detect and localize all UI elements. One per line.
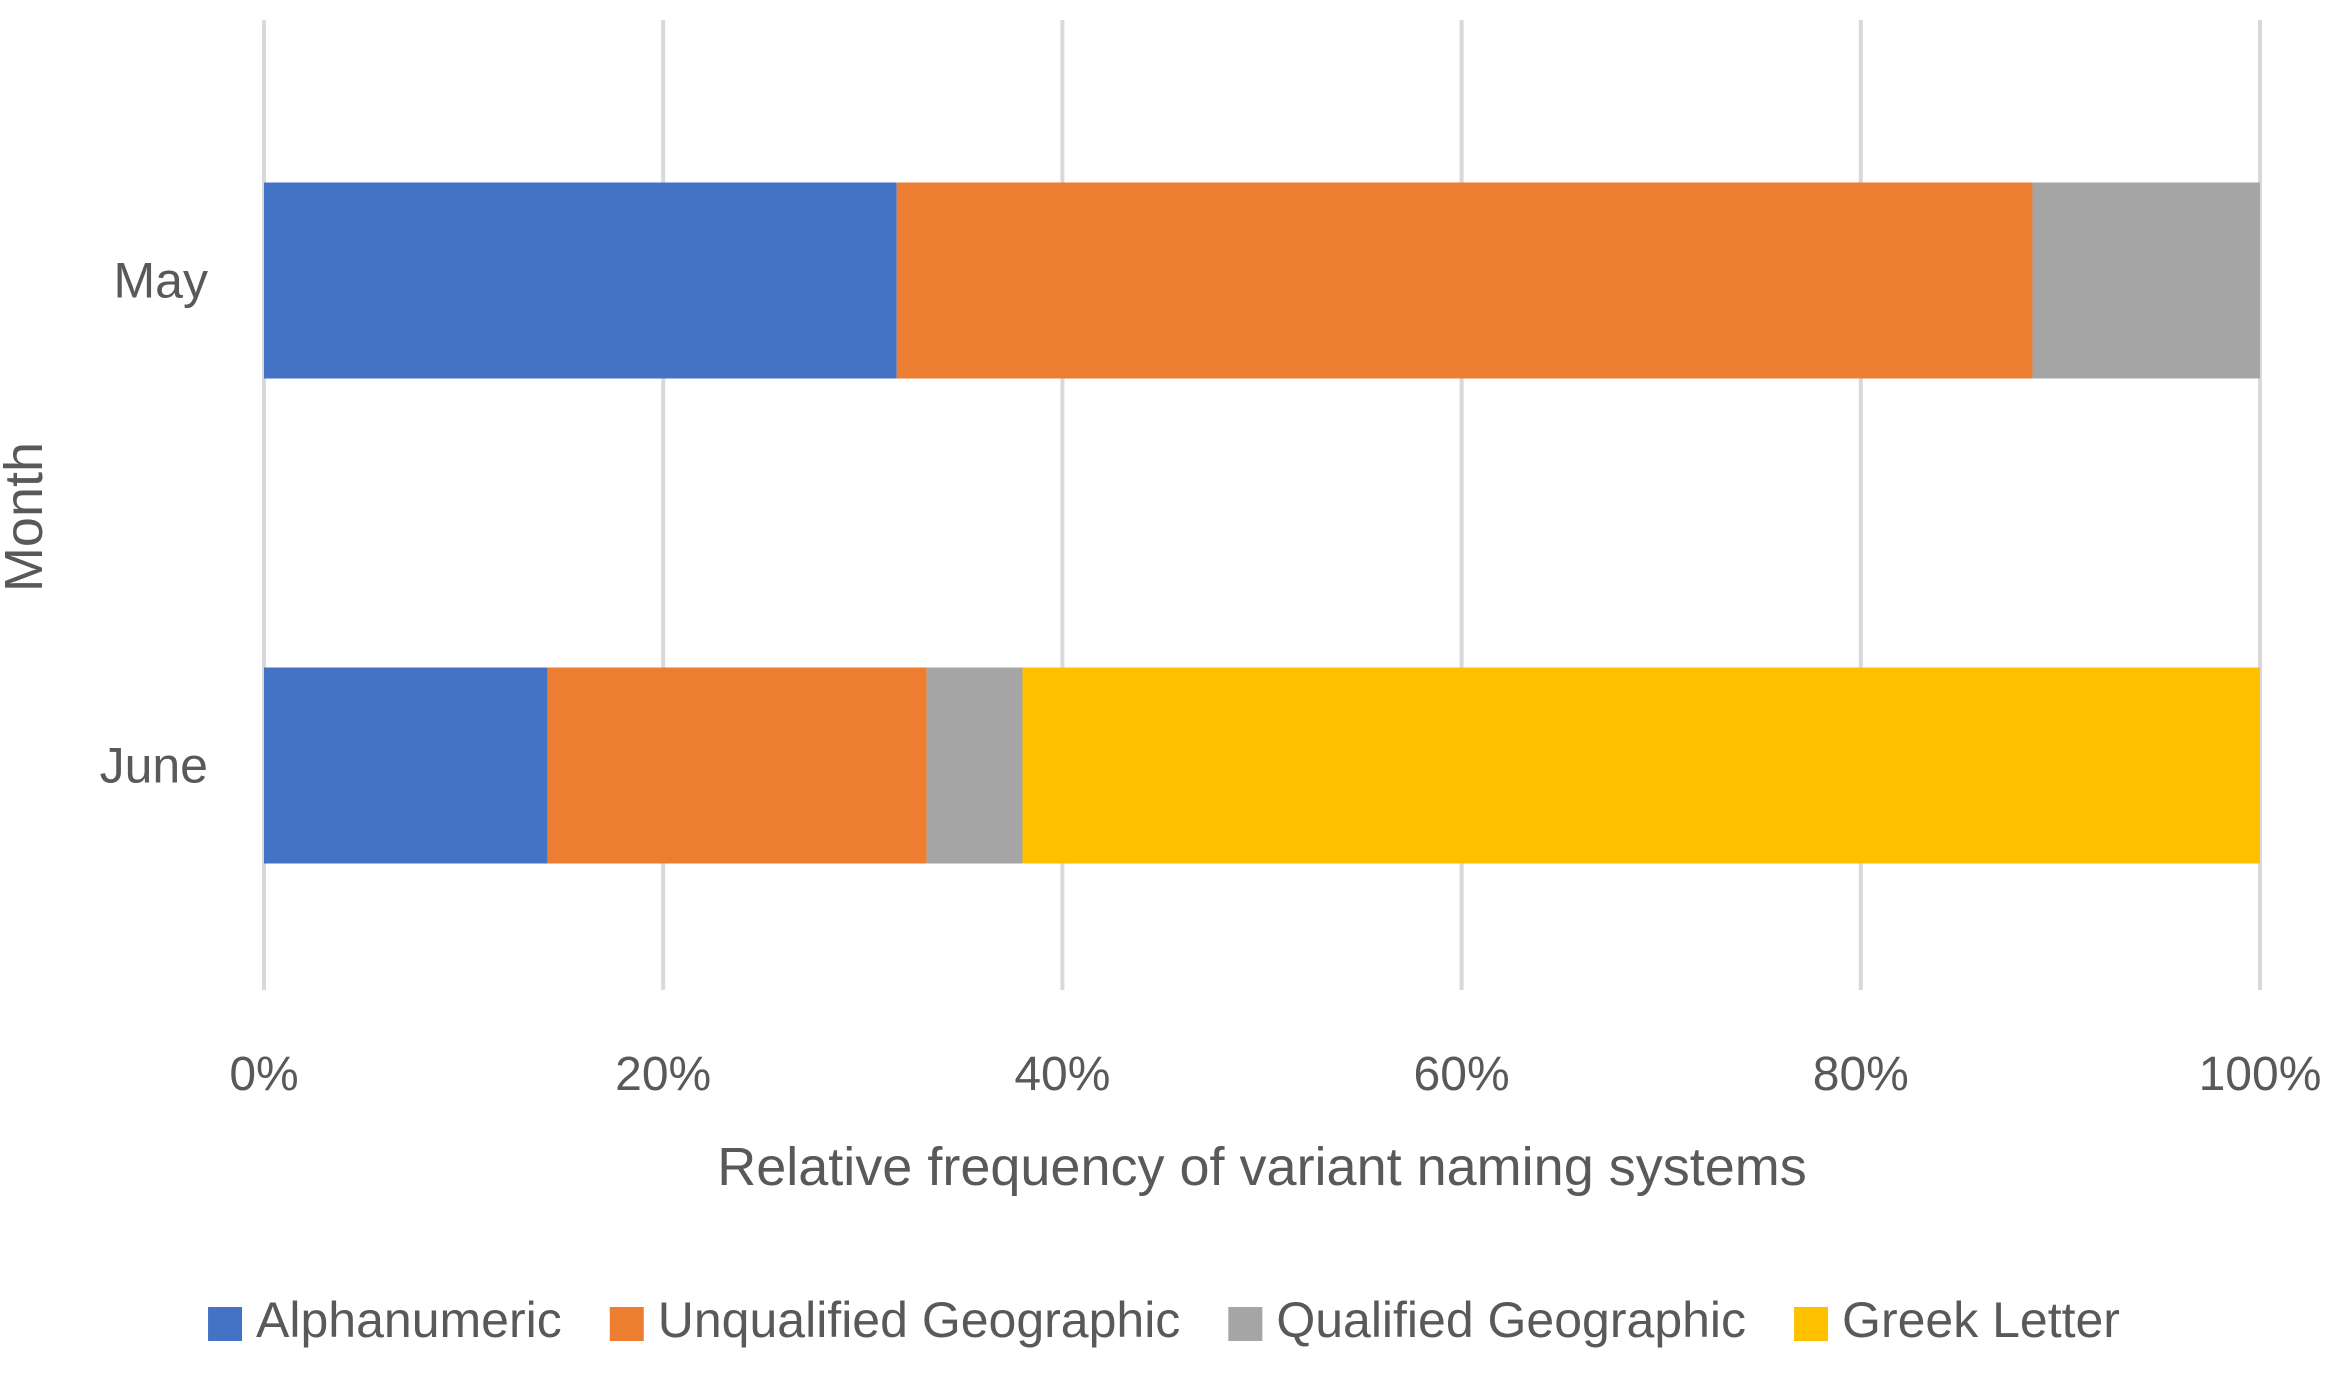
legend-item-alphanumeric: Alphanumeric [208, 1292, 562, 1348]
category-labels: May June [100, 253, 208, 794]
legend-item-qualified-geographic: Qualified Geographic [1228, 1292, 1746, 1348]
bar-may-unqualified-geographic [896, 182, 2033, 379]
x-tick-labels: 0% 20% 40% 60% 80% 100% [229, 1048, 2321, 1101]
legend-label: Qualified Geographic [1276, 1292, 1746, 1348]
legend-swatch [1794, 1307, 1829, 1341]
category-label-june: June [100, 738, 208, 794]
bar-june-greek-letter [1022, 667, 2260, 864]
legend-swatch [609, 1307, 644, 1341]
bar-june-unqualified-geographic [547, 667, 927, 864]
bar-june-qualified-geographic [926, 667, 1023, 864]
x-axis-title: Relative frequency of variant naming sys… [717, 1137, 1807, 1197]
bar-june-alphanumeric [264, 667, 548, 864]
legend: Alphanumeric Unqualified Geographic Qualif… [208, 1292, 2120, 1348]
x-tick-label: 100% [2199, 1048, 2322, 1101]
bars [264, 182, 2260, 864]
x-tick-label: 60% [1414, 1048, 1510, 1101]
y-axis-title: Month [0, 442, 54, 592]
bar-may-qualified-geographic [2032, 182, 2260, 379]
x-tick-label: 40% [1014, 1048, 1110, 1101]
legend-swatch [1228, 1307, 1263, 1341]
legend-label: Alphanumeric [256, 1292, 562, 1348]
legend-item-greek-letter: Greek Letter [1794, 1292, 2120, 1348]
x-tick-label: 0% [229, 1048, 298, 1101]
x-tick-label: 80% [1813, 1048, 1909, 1101]
legend-swatch [208, 1307, 243, 1341]
legend-label: Greek Letter [1842, 1292, 2120, 1348]
x-tick-label: 20% [615, 1048, 711, 1101]
bar-may-alphanumeric [264, 182, 897, 379]
category-label-may: May [114, 253, 208, 309]
legend-label: Unqualified Geographic [658, 1292, 1181, 1348]
legend-item-unqualified-geographic: Unqualified Geographic [609, 1292, 1181, 1348]
